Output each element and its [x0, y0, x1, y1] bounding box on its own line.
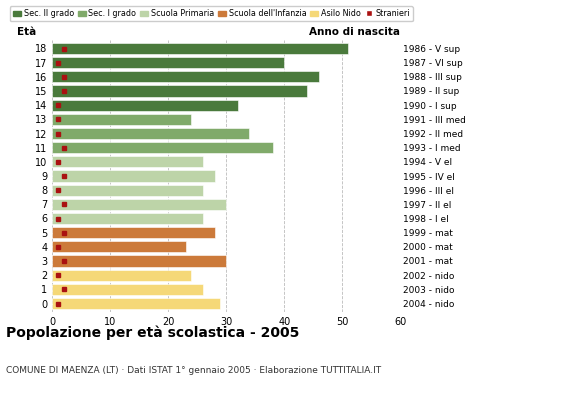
Bar: [52, 100, 238, 111]
Text: Età: Età: [17, 27, 37, 37]
Bar: [52, 71, 319, 82]
Bar: [52, 156, 203, 167]
Text: COMUNE DI MAENZA (LT) · Dati ISTAT 1° gennaio 2005 · Elaborazione TUTTITALIA.IT: COMUNE DI MAENZA (LT) · Dati ISTAT 1° ge…: [6, 366, 381, 375]
Bar: [52, 142, 273, 153]
Bar: [52, 185, 203, 196]
Bar: [52, 86, 307, 96]
Bar: [52, 256, 226, 266]
Bar: [52, 128, 249, 139]
Bar: [52, 241, 186, 252]
Bar: [52, 270, 191, 281]
Text: Anno di nascita: Anno di nascita: [309, 27, 400, 37]
Bar: [52, 298, 220, 309]
Bar: [52, 114, 191, 125]
Text: Popolazione per età scolastica - 2005: Popolazione per età scolastica - 2005: [6, 326, 299, 340]
Bar: [52, 170, 215, 182]
Bar: [52, 57, 284, 68]
Bar: [52, 284, 203, 295]
Bar: [52, 227, 215, 238]
Bar: [52, 43, 348, 54]
Bar: [52, 213, 203, 224]
Legend: Sec. II grado, Sec. I grado, Scuola Primaria, Scuola dell'Infanzia, Asilo Nido, : Sec. II grado, Sec. I grado, Scuola Prim…: [10, 6, 413, 22]
Bar: [52, 199, 226, 210]
